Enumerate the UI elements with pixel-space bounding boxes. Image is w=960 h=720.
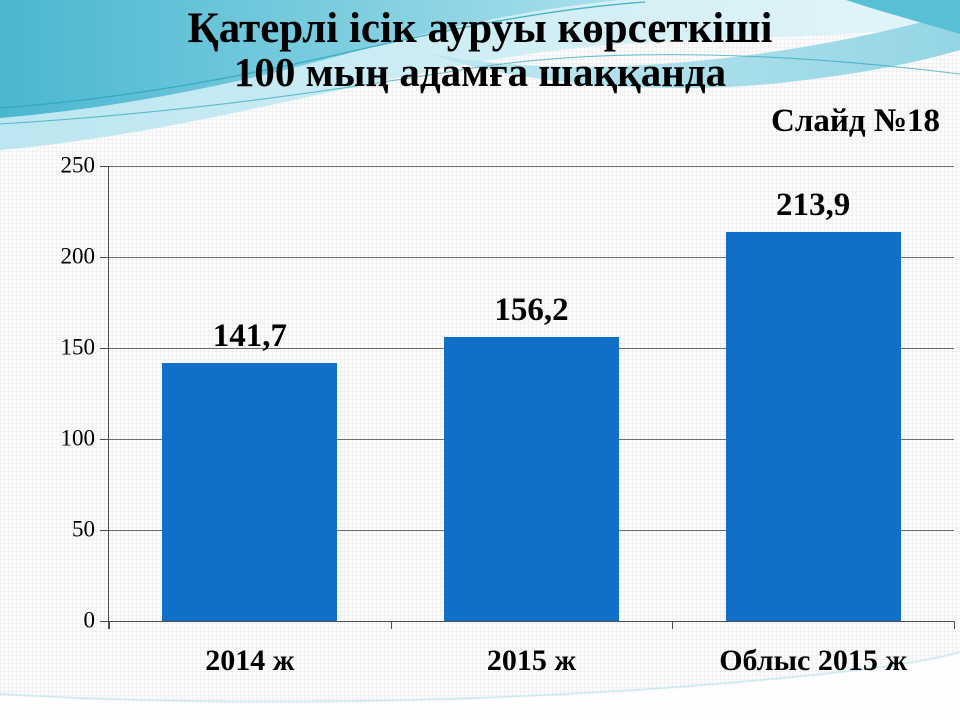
slide-title: Қатерлі ісік ауруы көрсеткіші 100 мың ад… bbox=[0, 6, 960, 94]
y-axis-tick-200 bbox=[100, 257, 109, 258]
y-axis-tick-label-100: 100 bbox=[60, 425, 96, 451]
y-axis-tick-label-50: 50 bbox=[72, 516, 95, 542]
gridline-250 bbox=[109, 166, 954, 167]
x-axis-category-label-Облыс 2015 ж: Облыс 2015 ж bbox=[719, 644, 908, 677]
y-axis-tick-250 bbox=[100, 166, 109, 167]
slide-number-label: Слайд №18 bbox=[771, 103, 940, 139]
slide-title-line2: 100 мың адамға шаққанда bbox=[233, 49, 727, 96]
bar-2015 ж bbox=[444, 336, 619, 621]
y-axis-tick-label-150: 150 bbox=[60, 334, 96, 360]
x-axis-tick-2 bbox=[672, 621, 674, 629]
y-axis-tick-label-250: 250 bbox=[60, 152, 96, 178]
gridline-200 bbox=[109, 257, 954, 258]
y-axis-tick-0 bbox=[100, 621, 109, 622]
x-axis-tick-0 bbox=[109, 621, 110, 629]
bar-2014 ж bbox=[162, 363, 338, 621]
y-axis-tail bbox=[108, 621, 109, 629]
slide-title-line1: Қатерлі ісік ауруы көрсеткіші bbox=[187, 5, 773, 52]
x-axis-tick-1 bbox=[390, 621, 392, 629]
bar-value-label-2015 ж: 156,2 bbox=[494, 291, 569, 328]
x-axis-category-label-2015 ж: 2015 ж bbox=[486, 644, 577, 677]
y-axis-tick-label-0: 0 bbox=[83, 607, 96, 633]
y-axis-tick-label-200: 200 bbox=[60, 243, 96, 269]
bar-value-label-2014 ж: 141,7 bbox=[212, 318, 287, 355]
y-axis-tick-100 bbox=[100, 439, 109, 440]
bar-value-label-Облыс 2015 ж: 213,9 bbox=[776, 186, 851, 223]
x-axis-category-label-2014 ж: 2014 ж bbox=[205, 644, 295, 677]
plot-area: 0 50 100 150 200 250 141,7 2014 ж 156,2 2015 ж 213… bbox=[61, 152, 955, 677]
x-axis-tick-3 bbox=[954, 621, 955, 629]
y-axis-tick-50 bbox=[100, 530, 109, 531]
bar-Облыс 2015 ж bbox=[725, 231, 901, 621]
y-axis-tick-150 bbox=[100, 348, 109, 349]
